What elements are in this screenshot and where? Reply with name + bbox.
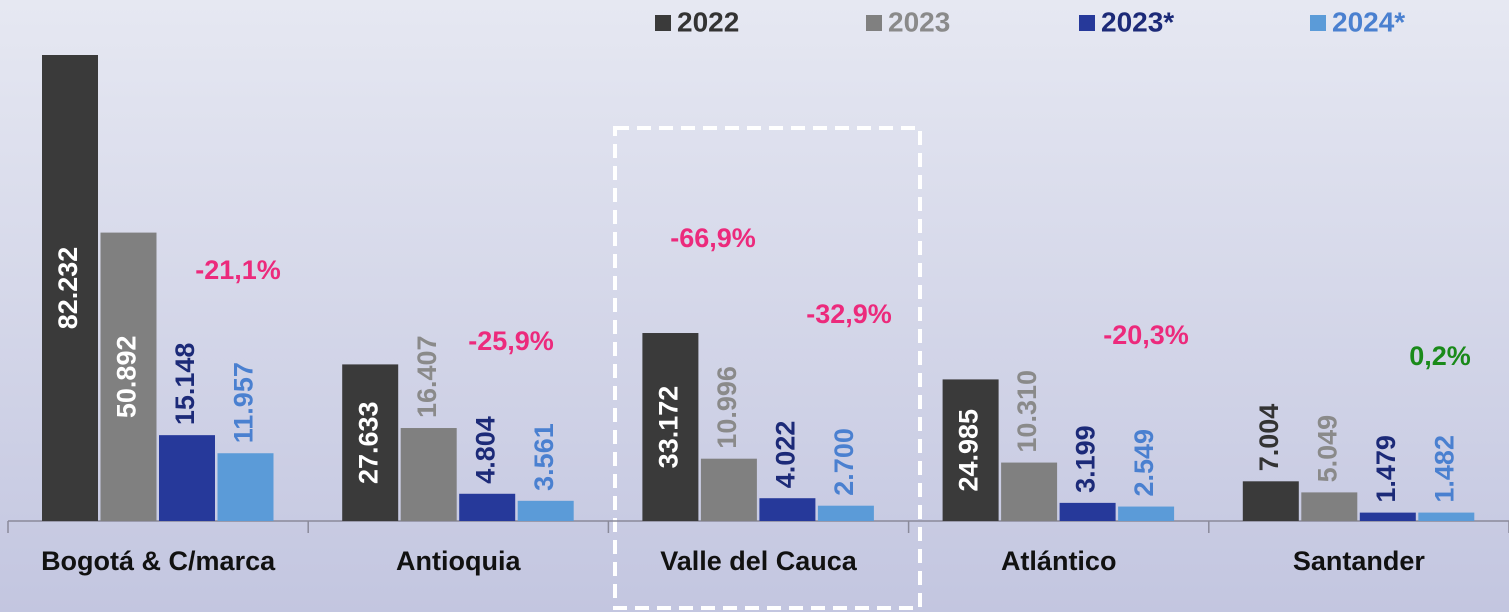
x-tick-label: Atlántico: [1001, 546, 1117, 576]
bar: [700, 458, 757, 521]
bar: [942, 379, 999, 521]
value-label: 27.633: [353, 401, 383, 484]
legend-swatch: [1310, 15, 1326, 31]
bar: [159, 435, 215, 521]
value-label: 4.804: [470, 416, 500, 484]
bar: [1001, 462, 1058, 521]
value-label: 5.049: [1312, 415, 1342, 483]
legend-swatch: [866, 15, 882, 31]
bar: [642, 333, 699, 521]
legend-label: 2023*: [1101, 6, 1174, 37]
x-tick-label: Santander: [1293, 546, 1426, 576]
value-label: 15.148: [170, 343, 200, 426]
legend-label: 2022: [677, 6, 739, 37]
annotation: -20,3%: [1103, 320, 1189, 350]
value-label: 1.479: [1371, 435, 1401, 503]
annotation: 0,2%: [1409, 341, 1471, 371]
value-label: 82.232: [53, 247, 83, 330]
x-tick-label: Valle del Cauca: [660, 546, 858, 576]
bar: [400, 428, 457, 521]
annotation: -25,9%: [468, 326, 554, 356]
bar: [817, 505, 874, 521]
value-label: 2.549: [1129, 429, 1159, 497]
bar: [42, 55, 98, 521]
value-label: 3.199: [1071, 425, 1101, 493]
bar: [1359, 512, 1416, 521]
bar: [217, 453, 274, 521]
value-label: 2.700: [829, 428, 859, 496]
legend-swatch: [655, 15, 671, 31]
bar: [1418, 512, 1475, 521]
value-label: 24.985: [954, 409, 984, 492]
x-tick-label: Bogotá & C/marca: [41, 546, 276, 576]
value-label: 33.172: [654, 386, 684, 469]
bar: [517, 500, 574, 521]
legend-label: 2024*: [1332, 6, 1405, 37]
value-label: 10.996: [712, 366, 742, 449]
annotation: -66,9%: [670, 223, 756, 253]
value-label: 7.004: [1254, 404, 1284, 472]
x-tick-label: Antioquia: [396, 546, 521, 576]
bar: [1118, 506, 1175, 521]
bar: [759, 498, 816, 521]
value-label: 11.957: [229, 362, 259, 443]
legend-swatch: [1079, 15, 1095, 31]
bar: [1242, 481, 1299, 521]
bar: [1059, 502, 1116, 521]
value-label: 3.561: [529, 423, 559, 491]
bar: [1301, 492, 1358, 521]
bar: [342, 364, 399, 521]
bar: [459, 493, 516, 521]
annotation: -32,9%: [806, 299, 892, 329]
value-label: 16.407: [412, 335, 442, 418]
value-label: 1.482: [1429, 435, 1459, 503]
annotation: -21,1%: [195, 255, 281, 285]
bar: [100, 232, 157, 521]
value-label: 10.310: [1012, 370, 1042, 453]
highlight-box: [613, 126, 922, 610]
legend-label: 2023: [888, 6, 950, 37]
value-label: 50.892: [112, 336, 142, 419]
value-label: 4.022: [771, 421, 801, 489]
